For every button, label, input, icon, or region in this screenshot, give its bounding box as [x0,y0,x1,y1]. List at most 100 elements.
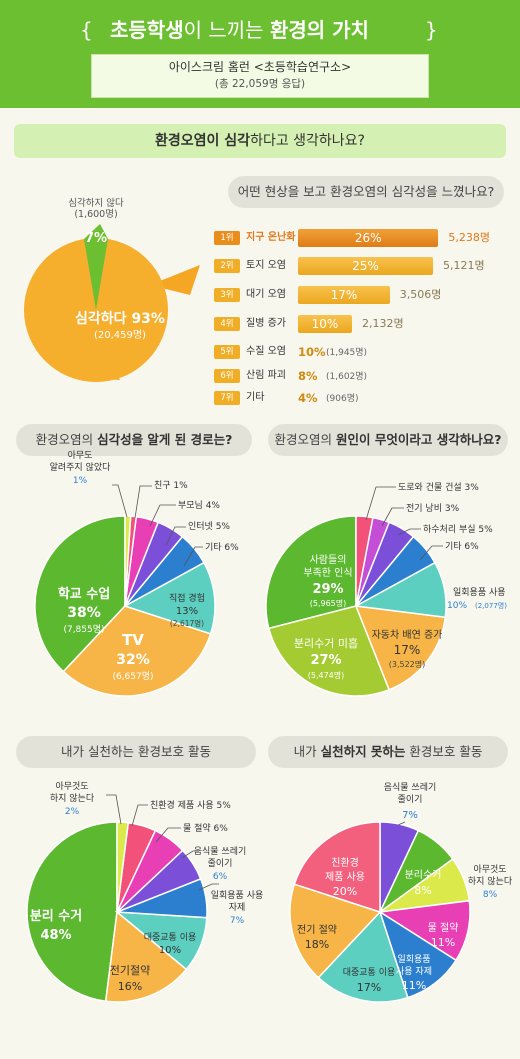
slice-label: 알려주지 않았다 [50,461,112,473]
pie-slice [104,910,188,1003]
slice-pct: 13% [176,606,198,617]
slice-pct: 17% [394,643,421,657]
slice-pct: 48% [40,928,71,943]
slice-label: 분리수거 미흡 [294,636,358,650]
bar-count-label: 3,506명 [399,288,442,301]
slice-label: 학교 수업 [58,586,110,602]
slice-label-not-serious: 심각하지 않다 [68,198,124,209]
slice-label: 친구 1% [154,480,188,491]
slice-label: 음식물 쓰레기 [384,782,437,793]
slice-count: (3,522명) [389,659,426,669]
question-6-header: 내가 실천하지 못하는 환경보호 활동 [268,736,508,768]
question-3-header: 환경오염의 심각성을 알게 된 경로는? [16,424,252,456]
slice-label: 부모님 4% [178,500,220,511]
leader-line [419,545,443,561]
pie-slice [289,883,382,979]
slice-label: 일회용품 사용 [211,890,264,901]
slice-pct: 20% [333,885,357,898]
slice-label-serious: 심각하다 93% [75,311,165,327]
slice-label: 사람들의 [310,553,347,566]
leader-line [397,528,421,536]
bar: 25% [298,257,433,275]
bracket-left: { [80,18,93,42]
bar-count-label: 2,132명 [362,317,404,330]
slice-count: (6,657명) [112,671,153,682]
slice-pct: 18% [305,938,329,951]
bracket-right: } [425,18,438,42]
slice-label: 친환경 [331,856,359,869]
slice-label: 전기절약 [110,963,150,977]
rank-badge: 6위 [214,369,240,383]
leader-line [131,804,148,827]
slice-label: 기타 6% [445,541,479,552]
slice-label: 하지 않는다 [468,876,513,887]
rank-badge: 2위 [214,259,240,273]
leader-line [149,504,176,527]
slice-label: 분리수거 [405,869,442,881]
pie-slice [116,821,130,913]
slice-pct: 16% [118,980,142,993]
slice-pct: 27% [310,653,341,668]
slice-pct: 8% [483,890,498,900]
source-respondents: (총 22,059명 응답) [214,78,306,90]
bar-category-label: 산림 파괴 [246,370,286,381]
pie-slice [34,515,126,673]
leader-line [165,526,186,546]
bar-value-label: 4% [298,391,318,405]
pie-slice [293,821,381,914]
slice-pct: 6% [213,872,228,882]
slice-label: 아무도 [68,450,93,461]
pie-slice [26,821,118,1003]
rank-badge: 3위 [214,288,240,302]
slice-label: 직접 경험 [169,592,205,604]
slice-label: 일회용품 [397,954,430,965]
bar-category-label: 지구 온난화 [246,232,296,243]
leader-line [112,484,128,518]
bar: 10% [298,315,352,333]
leader-line [397,821,406,826]
page-title: 초등학생이 느끼는 환경의 가치 [110,18,369,42]
bar-category-label: 토지 오염 [246,260,286,271]
slice-label: 자제 [229,902,246,913]
slice-label: 전기 절약 [297,923,337,936]
slice-label: 하지 않는다 [50,793,95,804]
slice-pct: 10% [159,945,181,956]
leader-line [134,485,152,519]
slice-pct: 2% [65,807,80,817]
slice-count: (5,474명) [308,670,345,680]
slice-label: TV [122,631,144,649]
slice-label: 하수처리 부실 5% [423,523,493,535]
slice-pct: 11% [431,936,455,949]
slice-label: 분리 수거 [30,908,82,924]
rank-badge: 7위 [214,391,240,405]
slice-label: 물 절약 6% [183,822,228,834]
slice-label: 자동차 배연 증가 [372,629,443,641]
slice-pct: 8% [414,884,431,897]
pie-slice [267,605,391,697]
slice-count: (5,965명) [310,598,347,608]
slice-pct: 7% [402,810,418,821]
slice-label: 사용 자제 [396,966,432,977]
bar-count-label: 5,238명 [448,231,491,244]
slice-label: 줄이기 [208,858,233,869]
pie-slice [124,515,132,607]
slice-label: 도로와 건물 건설 3% [398,481,479,493]
slice-pct: 17% [357,981,381,994]
slice-label-not-serious-pct: 7% [84,231,108,246]
bar-value-label: 10% [298,345,326,359]
pie-slice [317,910,409,1003]
rank-badge: 5위 [214,345,240,359]
slice-label: 대중교통 이용 [343,967,396,978]
slice-count: (7,855명) [63,624,104,635]
pie-slice [62,605,212,697]
slice-label: 아무것도 [55,781,88,792]
bar: 17% [298,286,390,304]
pie-slice [355,515,374,607]
slice-count: (2,617명) [170,618,204,628]
slice-label: 물 절약 [428,921,459,934]
source-box [91,54,429,98]
slice-count-not-serious: (1,600명) [74,209,118,220]
slice-pct: 32% [116,652,150,668]
slice-label: 줄이기 [398,794,423,805]
question-1-header: 환경오염이 심각하다고 생각하나요? [14,124,506,158]
